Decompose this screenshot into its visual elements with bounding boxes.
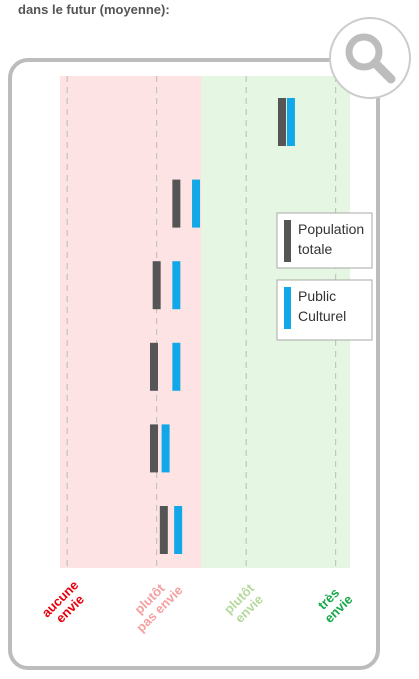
search-icon[interactable] [329,17,411,99]
chart-title: dans le futur (moyenne): [18,2,170,17]
legend-swatch [284,287,291,329]
bar [161,424,170,473]
bar [149,342,158,391]
bar [159,506,168,554]
legend-label: Population totale [298,221,364,257]
legend-box [276,212,373,269]
bar [286,98,295,146]
plot-area: aucuneenvie plutôtpas envie plutôtenvie trè… [39,76,373,635]
legend-box [276,279,373,341]
bar [152,261,161,310]
bar [149,424,158,473]
bar [172,179,181,228]
legend-swatch [284,220,291,262]
legend-label: Public Culturel [298,288,346,324]
bar [174,506,183,554]
bar [172,342,181,391]
bar [277,98,286,146]
bar [192,179,201,228]
negative-zone [60,76,202,568]
bar [172,261,181,310]
